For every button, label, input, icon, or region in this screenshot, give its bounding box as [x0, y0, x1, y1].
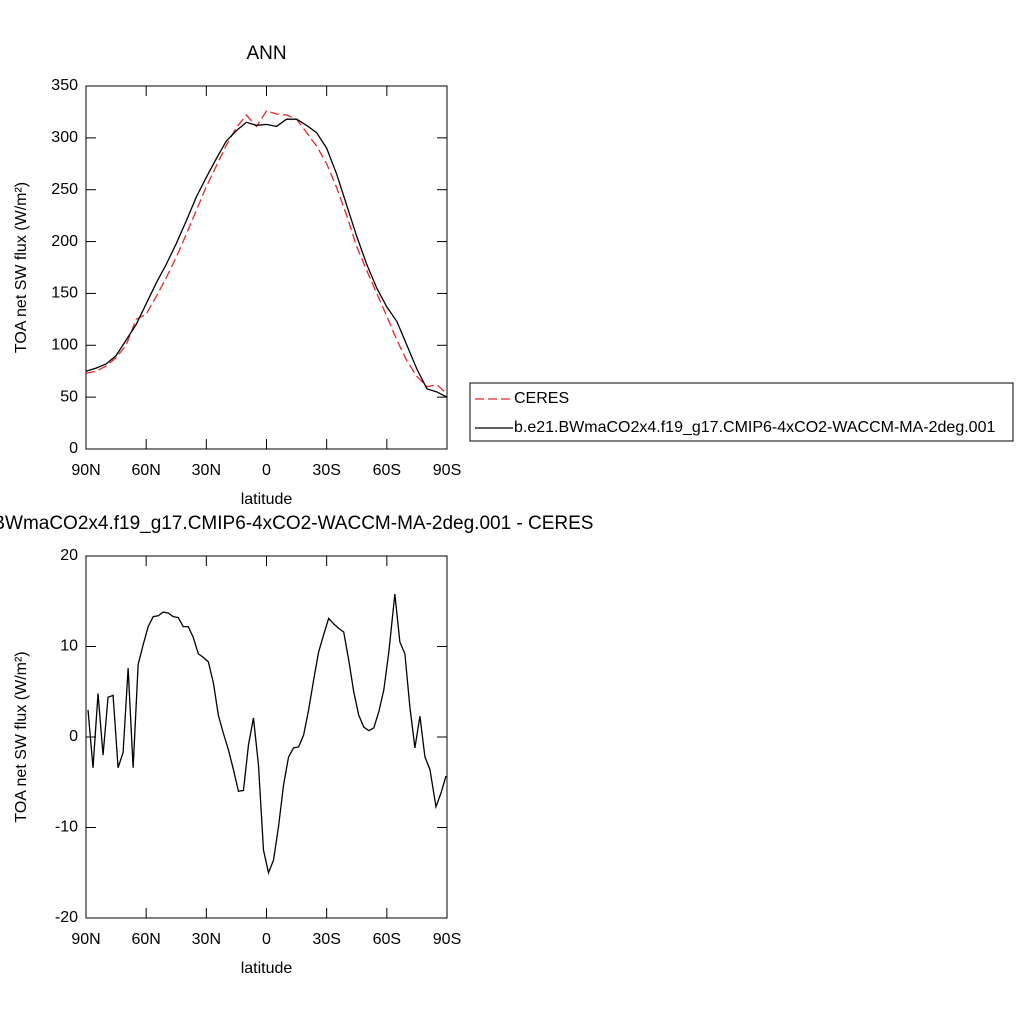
- x-tick-label: 0: [262, 462, 271, 479]
- plot-frame: [85, 85, 448, 450]
- x-tick-label: 90S: [433, 462, 461, 479]
- y-tick-label: 10: [60, 638, 78, 655]
- data-line: [85, 110, 448, 395]
- x-tick-label: 30S: [312, 462, 340, 479]
- y-axis-label: TOA net SW flux (W/m²): [13, 651, 30, 822]
- y-tick-label: 350: [51, 77, 78, 94]
- x-tick-label: 60N: [131, 462, 160, 479]
- data-line: [85, 118, 448, 398]
- x-tick-label: 30N: [192, 931, 221, 948]
- legend-box: [469, 382, 1014, 442]
- y-tick-label: 200: [51, 233, 78, 250]
- y-tick-label: 20: [60, 547, 78, 564]
- y-tick-label: 150: [51, 285, 78, 302]
- chart-title: b.e21.BWmaCO2x4.f19_g17.CMIP6-4xCO2-WACC…: [0, 513, 593, 534]
- x-tick-label: 90N: [71, 462, 100, 479]
- y-tick-label: 50: [60, 388, 78, 405]
- y-tick-label: 250: [51, 181, 78, 198]
- x-axis-label: latitude: [241, 960, 293, 977]
- x-tick-label: 0: [262, 931, 271, 948]
- x-tick-label: 60S: [373, 462, 401, 479]
- legend-label: b.e21.BWmaCO2x4.f19_g17.CMIP6-4xCO2-WACC…: [514, 419, 995, 436]
- y-axis-label: TOA net SW flux (W/m²): [13, 182, 30, 353]
- x-tick-label: 60S: [373, 931, 401, 948]
- data-line: [87, 593, 447, 875]
- x-tick-label: 60N: [131, 931, 160, 948]
- x-tick-label: 30S: [312, 931, 340, 948]
- x-tick-label: 90S: [433, 931, 461, 948]
- x-tick-label: 30N: [192, 462, 221, 479]
- y-tick-label: -10: [55, 819, 78, 836]
- x-tick-label: 90N: [71, 931, 100, 948]
- y-tick-label: 0: [69, 440, 78, 457]
- chart-title: ANN: [246, 43, 286, 64]
- y-tick-label: 0: [69, 728, 78, 745]
- y-tick-label: 300: [51, 129, 78, 146]
- legend-label: CERES: [514, 390, 569, 407]
- y-tick-label: -20: [55, 909, 78, 926]
- y-tick-label: 100: [51, 337, 78, 354]
- x-axis-label: latitude: [241, 491, 293, 508]
